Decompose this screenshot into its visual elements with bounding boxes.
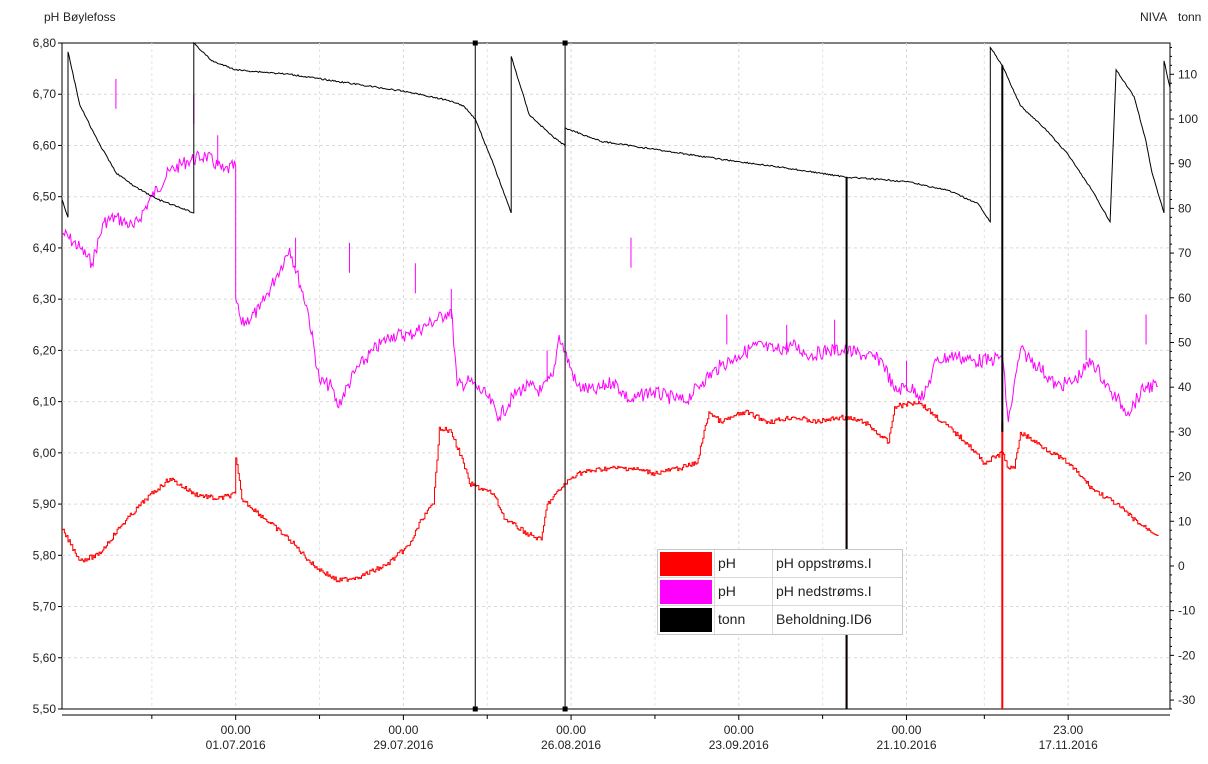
x-tick-time: 23.00 (1053, 723, 1083, 737)
legend-series-name: pH oppstrøms.I (776, 555, 872, 571)
left-tick-label: 6,60 (33, 138, 57, 152)
series-line-ph-upstream (62, 401, 1159, 583)
left-tick-label: 5,60 (33, 651, 57, 665)
x-tick-time: 00.00 (724, 723, 754, 737)
x-tick-time: 00.00 (556, 723, 586, 737)
left-tick-label: 6,40 (33, 241, 57, 255)
left-tick-label: 6,80 (33, 36, 57, 50)
right-tick-label: -30 (1178, 693, 1196, 707)
left-tick-label: 5,70 (33, 600, 57, 614)
cursor-handle-bottom (562, 706, 568, 712)
right-tick-label: 20 (1178, 470, 1192, 484)
plot-area (61, 42, 1171, 710)
right-tick-label: -20 (1178, 648, 1196, 662)
legend-series-name: pH nedstrøms.I (776, 583, 872, 599)
x-tick-date: 01.07.2016 (206, 738, 266, 752)
right-tick-label: -10 (1178, 604, 1196, 618)
right-tick-label: 110 (1178, 67, 1197, 81)
series-line-ph-downstream (61, 150, 1159, 423)
right-axis-unit: tonn (1178, 10, 1202, 24)
left-tick-label: 6,00 (33, 446, 57, 460)
legend-swatch (660, 608, 712, 632)
right-tick-label: 100 (1178, 112, 1198, 126)
legend-unit: pH (718, 555, 736, 571)
x-tick-date: 17.11.2016 (1039, 738, 1098, 752)
legend-unit: pH (718, 583, 736, 599)
legend-row-ph-upstream[interactable]: pH pH oppstrøms.I (658, 550, 902, 578)
series-line-beholdning (61, 41, 1171, 224)
right-tick-label: 10 (1178, 514, 1192, 528)
x-tick-date: 21.10.2016 (876, 738, 936, 752)
cursor-handle-bottom (472, 706, 478, 712)
legend-series-name: Beholdning.ID6 (776, 611, 872, 627)
right-tick-label: 80 (1178, 201, 1192, 215)
right-tick-label: 90 (1178, 157, 1192, 171)
left-tick-label: 6,20 (33, 343, 57, 357)
right-tick-label: 60 (1178, 291, 1192, 305)
right-title: NIVA (1140, 10, 1168, 24)
right-tick-label: 40 (1178, 380, 1192, 394)
x-tick-time: 00.00 (891, 723, 921, 737)
legend-unit: tonn (718, 611, 746, 627)
x-tick-date: 23.09.2016 (709, 738, 769, 752)
left-axis-unit: pH (44, 10, 60, 24)
x-tick-date: 26.08.2016 (541, 738, 601, 752)
x-tick-date: 29.07.2016 (373, 738, 433, 752)
cursor-handle-top (562, 40, 568, 46)
left-tick-label: 5,90 (33, 497, 57, 511)
left-tick-label: 6,70 (33, 87, 57, 101)
legend-row-ph-downstream[interactable]: pH pH nedstrøms.I (658, 578, 902, 606)
right-tick-label: 30 (1178, 425, 1192, 439)
left-tick-label: 6,10 (33, 395, 57, 409)
left-tick-label: 5,80 (33, 548, 57, 562)
right-tick-label: 0 (1178, 559, 1185, 573)
left-tick-label: 6,30 (33, 292, 57, 306)
x-tick-time: 00.00 (221, 723, 251, 737)
left-tick-label: 5,50 (33, 702, 57, 716)
legend-row-beholdning[interactable]: tonn Beholdning.ID6 (658, 606, 902, 634)
cursor-handle-top (472, 40, 478, 46)
legend-swatch (660, 580, 712, 604)
legend[interactable]: pH pH oppstrøms.I pH pH nedstrøms.I tonn… (657, 549, 903, 635)
legend-swatch (660, 552, 712, 576)
x-tick-time: 00.00 (388, 723, 418, 737)
chart-title: Bøylefoss (63, 10, 116, 24)
right-tick-label: 70 (1178, 246, 1192, 260)
left-tick-label: 6,50 (33, 190, 57, 204)
right-tick-label: 50 (1178, 335, 1192, 349)
